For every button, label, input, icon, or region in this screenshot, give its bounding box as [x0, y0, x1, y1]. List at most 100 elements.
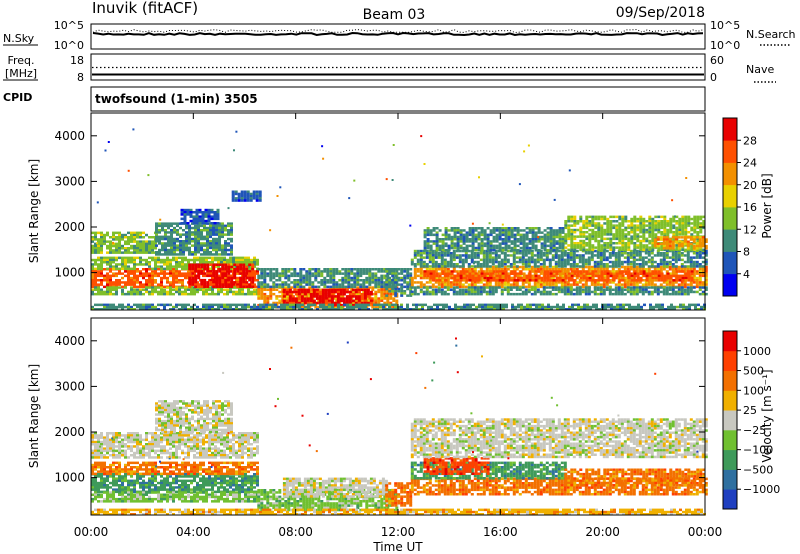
heatmap-cell	[127, 240, 130, 243]
heatmap-cell	[161, 227, 164, 230]
heatmap-cell	[100, 232, 103, 235]
heatmap-cell	[389, 297, 392, 300]
heatmap-cell	[612, 263, 615, 266]
heatmap-cell	[453, 286, 456, 289]
heatmap-cell	[453, 256, 456, 259]
heatmap-cell	[392, 297, 395, 300]
heatmap-cell	[203, 272, 206, 275]
heatmap-cell	[326, 272, 329, 275]
heatmap-cell	[400, 277, 403, 280]
heatmap-cell	[212, 238, 215, 241]
heatmap-cell	[637, 279, 640, 282]
heatmap-cell	[308, 275, 311, 278]
heatmap-cell	[571, 270, 574, 273]
heatmap-cell	[223, 257, 226, 260]
heatmap-cell	[191, 272, 194, 275]
heatmap-cell	[556, 277, 559, 280]
heatmap-cell	[319, 300, 322, 303]
heatmap-cell	[507, 283, 510, 286]
heatmap-cell	[362, 279, 365, 282]
heatmap-cell	[352, 300, 355, 303]
heatmap-cell	[496, 275, 499, 278]
heatmap-cell	[486, 263, 489, 266]
heatmap-cell	[636, 289, 639, 292]
heatmap-cell	[221, 225, 224, 228]
heatmap-cell	[417, 281, 420, 284]
heatmap-cell	[230, 244, 233, 247]
heatmap-cell	[460, 234, 463, 237]
heatmap-cell	[176, 231, 179, 234]
heatmap-cell	[609, 256, 612, 259]
heatmap-cell	[523, 238, 526, 241]
heatmap-cell	[212, 247, 215, 250]
heatmap-cell	[124, 243, 127, 246]
heatmap-cell	[535, 279, 538, 282]
heatmap-cell	[550, 270, 553, 273]
heatmap-cell	[481, 273, 484, 276]
heatmap-cell	[607, 273, 610, 276]
heatmap-cell	[580, 279, 583, 282]
heatmap-cell	[97, 268, 100, 271]
heatmap-cell	[639, 268, 642, 271]
heatmap-cell	[329, 279, 332, 282]
heatmap-cell	[200, 253, 203, 256]
heatmap-cell	[661, 273, 664, 276]
heatmap-cell	[633, 291, 636, 294]
heatmap-cell	[139, 245, 142, 248]
heatmap-cell	[591, 252, 594, 255]
heatmap-cell	[567, 289, 570, 292]
heatmap-cell	[603, 293, 606, 296]
heatmap-cell	[573, 252, 576, 255]
heatmap-cell	[182, 233, 185, 236]
heatmap-cell	[188, 277, 191, 280]
heatmap-cell	[582, 286, 585, 289]
heatmap-cell	[358, 295, 361, 298]
heatmap-cell	[284, 268, 287, 271]
heatmap-cell	[188, 231, 191, 234]
heatmap-cell	[367, 295, 370, 298]
heatmap-cell	[335, 281, 338, 284]
heatmap-cell	[666, 256, 669, 259]
heatmap-cell	[115, 249, 118, 252]
heatmap-cell	[567, 268, 570, 271]
heatmap-cell	[157, 259, 160, 262]
heatmap-cell	[148, 291, 151, 294]
heatmap-cell	[585, 286, 588, 289]
heatmap-cell	[453, 268, 456, 271]
heatmap-cell	[199, 211, 202, 214]
heatmap-cell	[209, 227, 212, 230]
heatmap-cell	[423, 293, 426, 296]
heatmap-cell	[564, 254, 567, 257]
heatmap-cell	[275, 297, 278, 300]
heatmap-cell	[158, 236, 161, 239]
heatmap-cell	[226, 259, 229, 262]
heatmap-cell	[226, 291, 229, 294]
heatmap-cell	[371, 275, 374, 278]
heatmap-cell	[196, 291, 199, 294]
heatmap-cell	[286, 300, 289, 303]
heatmap-cell	[136, 281, 139, 284]
heatmap-cell	[687, 261, 690, 264]
heatmap-cell	[148, 268, 151, 271]
heatmap-cell	[239, 266, 242, 269]
heatmap-cell	[307, 297, 310, 300]
heatmap-cell	[227, 266, 230, 269]
heatmap-cell	[627, 291, 630, 294]
heatmap-cell	[181, 259, 184, 262]
heatmap-cell	[118, 263, 121, 266]
heatmap-cell	[517, 231, 520, 234]
heatmap-cell	[543, 293, 546, 296]
heatmap-cell	[463, 273, 466, 276]
heatmap-cell	[287, 283, 290, 286]
heatmap-cell	[580, 277, 583, 280]
heatmap-cell	[184, 211, 187, 214]
heatmap-cell	[457, 240, 460, 243]
heatmap-cell	[115, 236, 118, 239]
heatmap-cell	[501, 259, 504, 262]
heatmap-cell	[661, 277, 664, 280]
heatmap-cell	[191, 277, 194, 280]
heatmap-cell	[567, 259, 570, 262]
heatmap-cell	[642, 293, 645, 296]
heatmap-cell	[484, 229, 487, 232]
heatmap-cell	[148, 261, 151, 264]
